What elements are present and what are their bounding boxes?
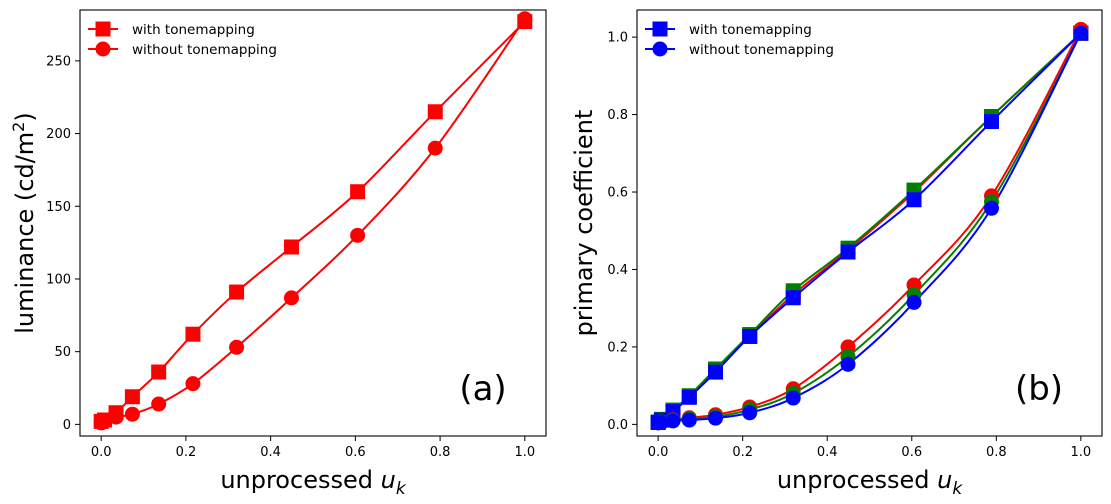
panel-a-legend: with tonemapping without tonemapping <box>88 21 277 58</box>
panel-a-series <box>93 11 533 431</box>
data-point <box>151 396 167 412</box>
data-point <box>283 239 299 255</box>
x-tick-label: 1.0 <box>514 445 535 460</box>
legend-entry: with tonemapping <box>132 22 255 38</box>
panel-b-frame <box>636 9 1103 437</box>
x-tick-label: 0.4 <box>817 445 838 460</box>
legend-marker <box>652 21 668 37</box>
x-tick-label: 0.2 <box>732 445 753 460</box>
y-tick-label: 200 <box>46 127 71 142</box>
x-label-symbol: u <box>937 466 952 494</box>
x-tick-label: 1.0 <box>1071 445 1092 460</box>
panel-b-ticks: 0.0 0.2 0.4 0.6 0.8 1.0 0.0 0.2 0.4 0.6 0.8 1.0 <box>607 31 1091 460</box>
data-point <box>785 390 801 406</box>
data-point <box>983 114 999 130</box>
data-point <box>350 184 366 200</box>
legend-marker <box>652 41 668 57</box>
data-point <box>427 140 443 156</box>
x-tick-label: 0.0 <box>91 445 112 460</box>
data-point <box>185 326 201 342</box>
data-point <box>708 410 724 426</box>
x-label-subscript: k <box>396 479 407 499</box>
x-tick-label: 0.2 <box>176 445 197 460</box>
panel-b-x-axis-label: unprocessed uk <box>777 466 964 499</box>
x-tick-label: 0.0 <box>648 445 669 460</box>
y-tick-label: 100 <box>46 272 71 287</box>
y-tick-label: 50 <box>54 345 71 360</box>
data-point <box>742 328 758 344</box>
y-label-text: luminance (cd/m <box>11 132 39 334</box>
y-label-text: primary coefficient <box>570 110 598 337</box>
data-point <box>427 104 443 120</box>
data-point <box>1073 25 1089 41</box>
y-tick-label: 1.0 <box>607 31 628 46</box>
y-tick-label: 250 <box>46 54 71 69</box>
data-point <box>653 414 669 430</box>
data-point <box>124 406 140 422</box>
panel-a-y-axis-label: luminance (cd/m2) <box>9 112 39 333</box>
data-point <box>124 389 140 405</box>
y-label-superscript: 2 <box>9 122 28 132</box>
data-point <box>906 192 922 208</box>
data-point <box>785 290 801 306</box>
x-tick-label: 0.8 <box>986 445 1007 460</box>
x-tick-label: 0.4 <box>260 445 281 460</box>
panel-b-label: (b) <box>1015 369 1063 409</box>
panel-a-frame <box>79 9 547 437</box>
data-point <box>906 294 922 310</box>
x-tick-label: 0.8 <box>430 445 451 460</box>
x-tick-label: 0.6 <box>345 445 366 460</box>
y-tick-label: 0 <box>63 418 71 433</box>
data-point <box>517 11 533 27</box>
x-label-text: unprocessed <box>220 466 380 494</box>
data-point <box>681 389 697 405</box>
data-point <box>742 405 758 421</box>
legend-entry: without tonemapping <box>132 42 277 58</box>
series-line <box>100 18 526 424</box>
legend-marker <box>95 21 111 37</box>
data-point <box>283 290 299 306</box>
panel-b-legend: with tonemapping without tonemapping <box>645 21 834 58</box>
panel-a: 0.0 0.2 0.4 0.6 0.8 1.0 0 50 100 150 200 250 (a) wi… <box>9 9 547 499</box>
data-point <box>108 409 124 425</box>
panel-b-y-axis-label: primary coefficient <box>570 110 598 337</box>
data-point <box>681 412 697 428</box>
y-label-end: ) <box>11 112 39 121</box>
panel-b-series <box>650 21 1089 431</box>
y-tick-label: 0.2 <box>607 340 628 355</box>
data-point <box>840 244 856 260</box>
data-point <box>665 413 681 429</box>
y-tick-label: 150 <box>46 200 71 215</box>
data-point <box>708 364 724 380</box>
y-tick-label: 0.8 <box>607 108 628 123</box>
x-label-subscript: k <box>952 479 963 499</box>
legend-entry: with tonemapping <box>689 22 812 38</box>
data-point <box>350 227 366 243</box>
panel-a-label: (a) <box>459 369 506 409</box>
y-tick-label: 0.0 <box>607 418 628 433</box>
data-point <box>840 356 856 372</box>
series-line <box>100 20 526 423</box>
data-point <box>96 413 112 429</box>
x-tick-label: 0.6 <box>901 445 922 460</box>
y-tick-label: 0.6 <box>607 186 628 201</box>
panel-b: 0.0 0.2 0.4 0.6 0.8 1.0 0.0 0.2 0.4 0.6 0.8 1.0 (b)… <box>570 9 1103 499</box>
data-point <box>229 339 245 355</box>
panel-a-ticks: 0.0 0.2 0.4 0.6 0.8 1.0 0 50 100 150 200 250 <box>46 54 535 460</box>
data-point <box>185 376 201 392</box>
data-point <box>151 364 167 380</box>
data-point <box>229 284 245 300</box>
data-point <box>983 200 999 216</box>
x-label-text: unprocessed <box>777 466 937 494</box>
legend-entry: without tonemapping <box>689 42 834 58</box>
panel-a-x-axis-label: unprocessed uk <box>220 466 407 499</box>
y-tick-label: 0.4 <box>607 263 628 278</box>
legend-marker <box>95 41 111 57</box>
x-label-symbol: u <box>381 466 396 494</box>
